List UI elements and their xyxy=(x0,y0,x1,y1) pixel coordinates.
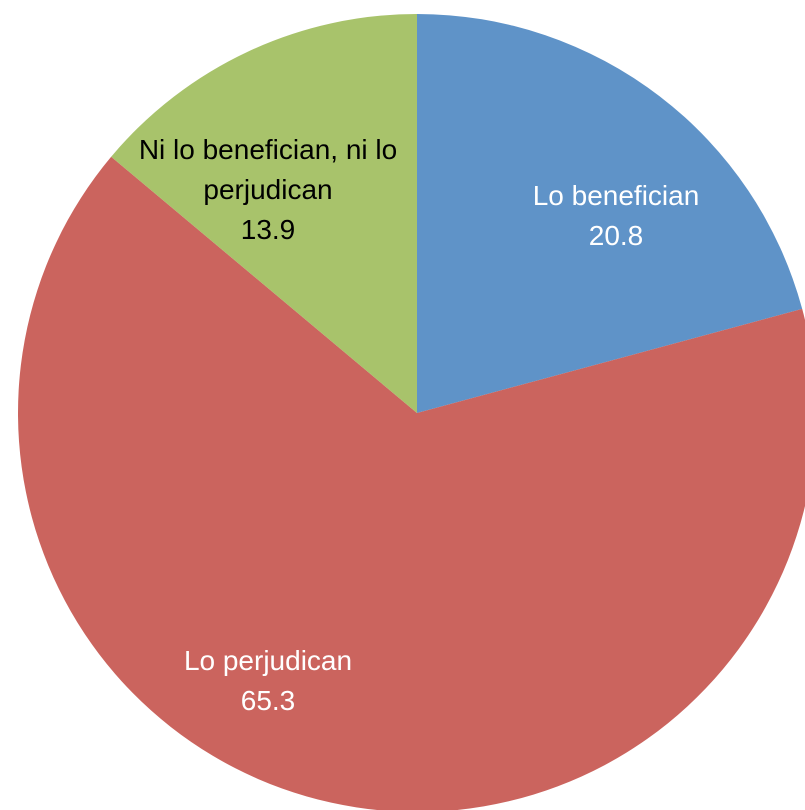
pie-slice xyxy=(18,156,805,810)
slice-label: Lo perjudican 65.3 xyxy=(138,641,398,721)
category-label: Lo perjudican xyxy=(183,645,353,676)
pie-slice xyxy=(111,14,418,413)
pie-slice xyxy=(417,14,803,413)
category-label: Lo benefician xyxy=(532,180,700,211)
value-label: 20.8 xyxy=(588,220,644,251)
slice-label: Ni lo benefician, ni lo perjudican 13.9 xyxy=(118,130,418,250)
slice-label: Lo benefician 20.8 xyxy=(466,176,766,256)
value-label: 65.3 xyxy=(240,685,296,716)
category-label: Ni lo benefician, ni lo perjudican xyxy=(138,134,398,205)
value-label: 13.9 xyxy=(240,214,296,245)
